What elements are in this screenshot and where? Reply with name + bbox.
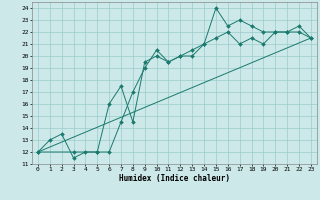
X-axis label: Humidex (Indice chaleur): Humidex (Indice chaleur) <box>119 174 230 183</box>
